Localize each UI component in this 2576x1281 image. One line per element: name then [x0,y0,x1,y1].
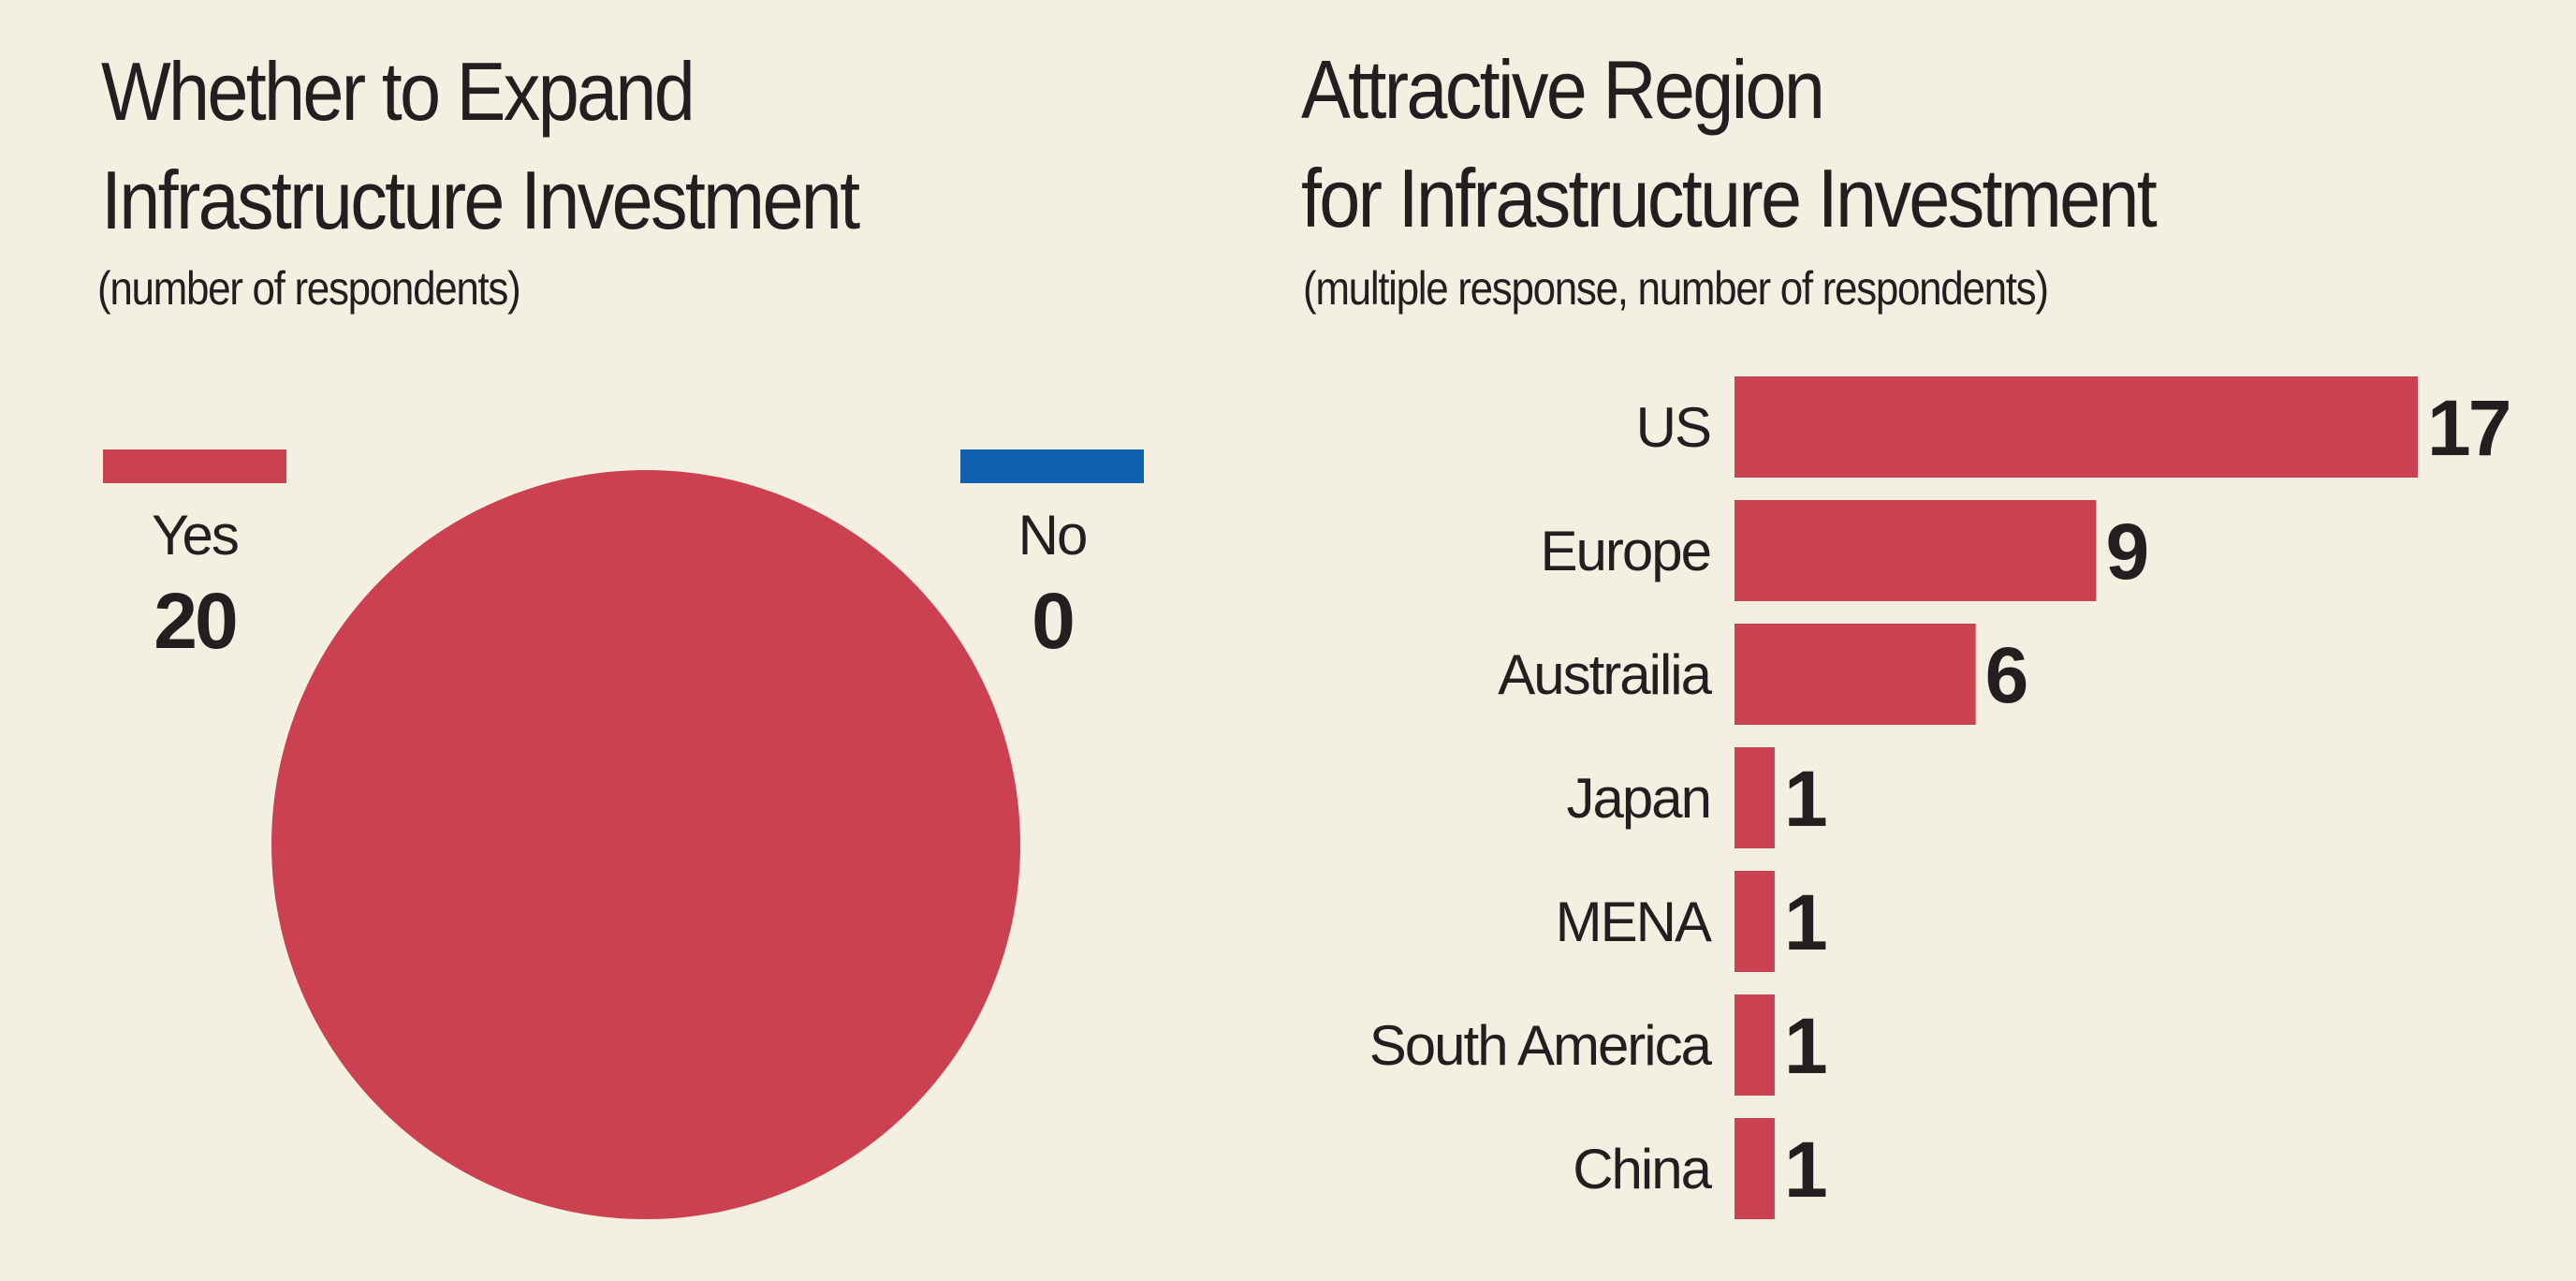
pie-chart-title: Whether to Expand Infrastructure Investm… [101,37,860,255]
category-label-south-america: South America [1369,1014,1713,1077]
bar-value-europe: 9 [2105,508,2146,596]
bar-south-america [1734,994,1775,1096]
bar-chart-title: Attractive Region for Infrastructure Inv… [1301,36,2158,253]
legend-swatch-yes [103,449,286,483]
bar-japan [1734,747,1775,848]
bar-chart-title-line-2: for Infrastructure Investment [1301,152,2158,244]
pie-chart-title-line-1: Whether to Expand [101,45,695,138]
pie-slice-yes [271,470,1020,1219]
category-label-china: China [1573,1138,1712,1200]
bar-chart: US 17 Europe 9 Austrailia 6 Japan 1 MENA 1 South A… [1369,376,2512,1219]
legend-value-yes: 20 [154,577,236,665]
pie-legend: Yes 20 No 0 [103,449,1144,665]
pie-chart [271,470,1020,1219]
bar-value-japan: 1 [1784,755,1826,843]
category-label-us: US [1636,396,1710,459]
category-label-japan: Japan [1567,767,1710,830]
bar-value-mena: 1 [1784,878,1826,966]
legend-swatch-no [960,449,1144,483]
bar-value-china: 1 [1784,1126,1826,1214]
legend-label-no: No [1018,504,1087,567]
pie-chart-title-line-2: Infrastructure Investment [101,154,860,246]
legend-label-yes: Yes [152,504,238,567]
category-label-austrailia: Austrailia [1498,643,1712,706]
category-label-mena: MENA [1556,891,1712,953]
bar-value-austrailia: 6 [1985,631,2027,719]
bar-chart-title-line-1: Attractive Region [1301,43,1825,136]
category-label-europe: Europe [1541,520,1710,582]
bar-value-south-america: 1 [1784,1002,1826,1090]
bar-chart-subtitle: (multiple response, number of respondent… [1303,262,2049,315]
bar-europe [1734,500,2097,601]
bar-us [1734,376,2418,478]
bar-value-us: 17 [2427,384,2510,472]
bar-austrailia [1734,624,1976,725]
pie-chart-subtitle: (number of respondents) [97,262,521,315]
legend-value-no: 0 [1032,577,1073,665]
bar-mena [1734,871,1775,972]
bar-china [1734,1118,1775,1219]
